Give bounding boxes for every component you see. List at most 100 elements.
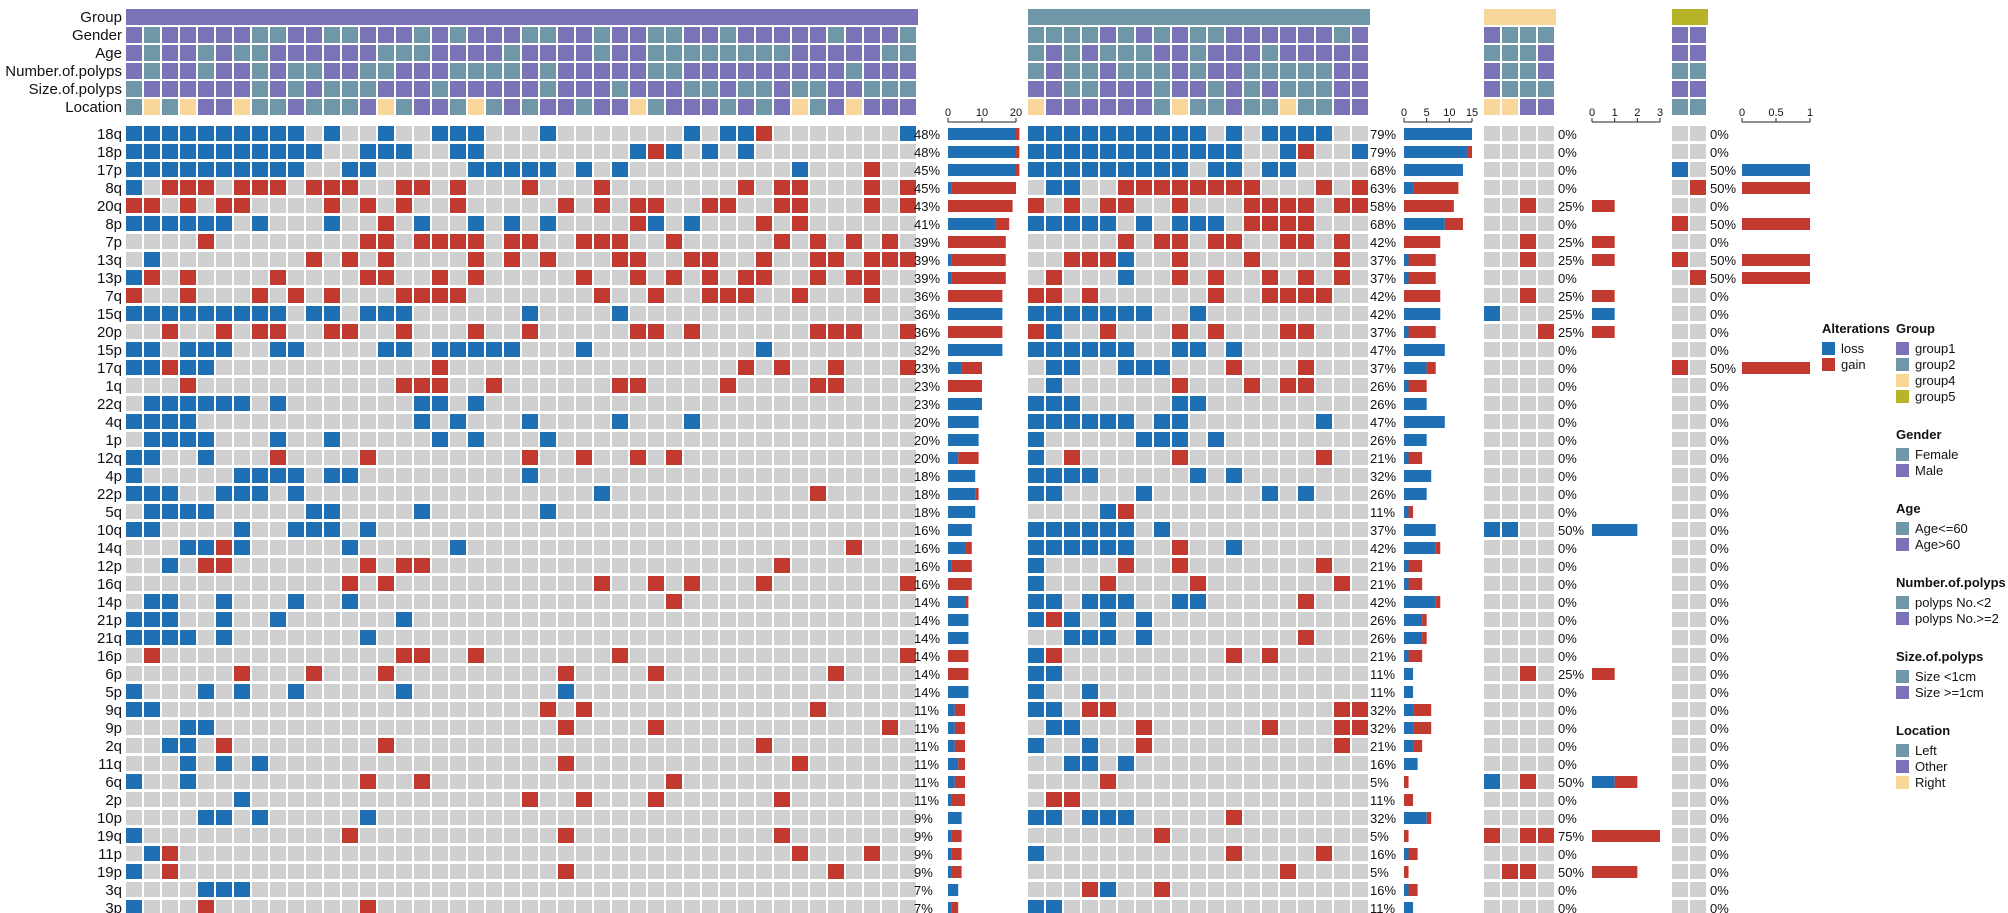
cell-loss — [792, 162, 808, 177]
cell-empty — [882, 522, 898, 537]
annotation-cell — [702, 27, 718, 43]
cell-gain — [648, 666, 664, 681]
annotation-cell — [648, 9, 666, 25]
cell-loss — [1082, 216, 1098, 231]
cell-loss — [234, 144, 250, 159]
cell-gain — [702, 198, 718, 213]
cell-loss — [162, 486, 178, 501]
cell-empty — [198, 522, 214, 537]
percent-label: 0% — [1558, 487, 1577, 502]
cell-empty — [324, 720, 340, 735]
bar-loss — [1404, 704, 1414, 716]
percent-label: 16% — [1370, 883, 1396, 898]
bar-gain — [954, 776, 965, 788]
cell-empty — [900, 684, 916, 699]
cell-empty — [882, 180, 898, 195]
cell-empty — [846, 774, 862, 789]
cell-empty — [738, 468, 754, 483]
annotation-cell — [450, 99, 466, 115]
percent-label: 7% — [914, 901, 933, 913]
cell-empty — [234, 900, 250, 913]
cell-loss — [450, 342, 466, 357]
cell-empty — [1520, 900, 1536, 913]
annotation-cell — [432, 9, 450, 25]
cell-empty — [504, 558, 520, 573]
cell-empty — [648, 900, 664, 913]
cell-loss — [1118, 522, 1134, 537]
cell-empty — [522, 378, 538, 393]
cell-empty — [702, 756, 718, 771]
cell-loss — [216, 162, 232, 177]
annotation-cell — [324, 27, 340, 43]
cell-empty — [1538, 216, 1554, 231]
annotation-cell — [198, 9, 216, 25]
cell-gain — [1226, 810, 1242, 825]
cell-empty — [234, 828, 250, 843]
cell-empty — [414, 738, 430, 753]
cell-empty — [252, 666, 268, 681]
cell-empty — [360, 612, 376, 627]
annotation-cell — [1672, 27, 1688, 43]
cell-empty — [522, 612, 538, 627]
percent-label: 11% — [914, 793, 939, 808]
cell-gain — [396, 558, 412, 573]
cell-loss — [234, 468, 250, 483]
cell-empty — [594, 756, 610, 771]
cell-empty — [684, 450, 700, 465]
bar-loss — [1404, 884, 1409, 896]
cell-empty — [1244, 306, 1260, 321]
annotation-cell — [126, 45, 142, 61]
bar-loss — [1404, 722, 1414, 734]
cell-empty — [846, 306, 862, 321]
cell-loss — [1046, 324, 1062, 339]
cell-gain — [864, 198, 880, 213]
cell-gain — [738, 288, 754, 303]
cell-gain — [360, 198, 376, 213]
bar-loss — [1404, 218, 1445, 230]
bar-gain — [1592, 668, 1615, 680]
annotation-cell — [612, 99, 628, 115]
percent-label: 0% — [1710, 379, 1729, 394]
percent-label: 36% — [914, 289, 940, 304]
cell-empty — [558, 774, 574, 789]
cell-empty — [1172, 756, 1188, 771]
cell-empty — [1100, 846, 1116, 861]
cell-empty — [612, 342, 628, 357]
cell-empty — [612, 828, 628, 843]
cell-empty — [1226, 576, 1242, 591]
cell-empty — [792, 900, 808, 913]
cell-empty — [666, 864, 682, 879]
cell-empty — [1244, 612, 1260, 627]
cell-empty — [1334, 216, 1350, 231]
cell-empty — [882, 324, 898, 339]
cell-empty — [1226, 270, 1242, 285]
legend-label: Age<=60 — [1915, 521, 1968, 536]
cell-empty — [720, 162, 736, 177]
bar-loss — [1404, 650, 1409, 662]
cell-empty — [1502, 684, 1518, 699]
cell-gain — [576, 270, 592, 285]
cell-empty — [1208, 702, 1224, 717]
cell-empty — [702, 522, 718, 537]
annotation-cell — [756, 81, 772, 97]
cell-empty — [792, 342, 808, 357]
annotation-cell — [1100, 63, 1116, 79]
annotation-cell — [306, 45, 322, 61]
cell-gain — [666, 774, 682, 789]
bar-gain — [951, 866, 962, 878]
cell-loss — [540, 216, 556, 231]
cell-empty — [774, 126, 790, 141]
cell-gain — [558, 864, 574, 879]
cell-gain — [1100, 252, 1116, 267]
cell-empty — [162, 468, 178, 483]
annotation-cell — [1082, 63, 1098, 79]
cell-empty — [630, 558, 646, 573]
cell-empty — [486, 270, 502, 285]
cell-empty — [846, 288, 862, 303]
cell-gain — [414, 288, 430, 303]
cell-empty — [1154, 720, 1170, 735]
cell-empty — [864, 342, 880, 357]
cell-loss — [126, 306, 142, 321]
cell-empty — [1028, 378, 1044, 393]
annotation-cell — [270, 81, 286, 97]
